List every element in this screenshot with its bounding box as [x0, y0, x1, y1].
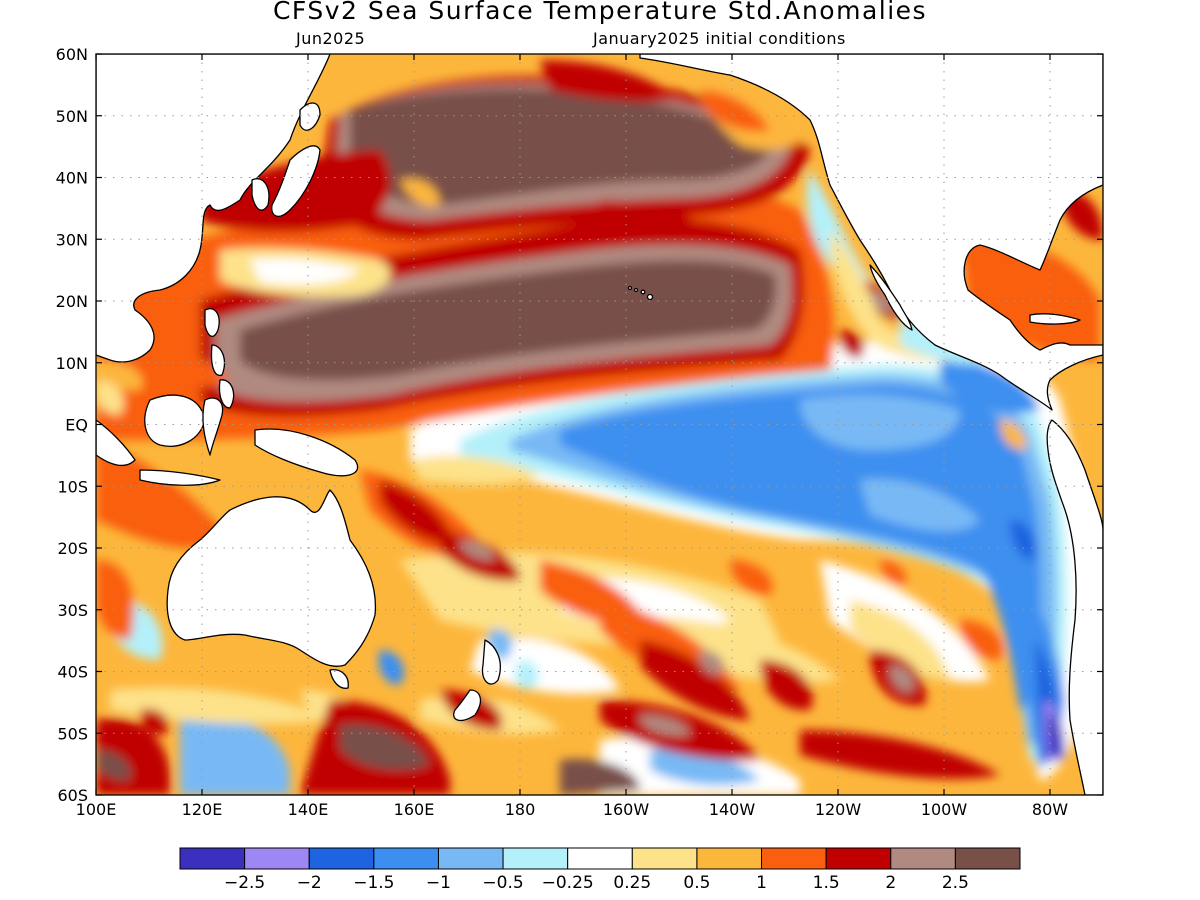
colorbar-label: −0.25	[542, 873, 594, 893]
colorbar-swatch	[308, 847, 375, 870]
colorbar-swatch	[825, 847, 892, 870]
lat-tick-label: 40N	[56, 169, 88, 188]
lat-tick-label: 40S	[57, 663, 88, 682]
colorbar-label: 0.25	[613, 873, 651, 893]
lon-tick-label: 180	[505, 800, 536, 819]
colorbar-swatch	[761, 847, 827, 870]
lon-tick-label: 120W	[815, 800, 862, 819]
colorbar-swatch	[567, 847, 633, 870]
colorbar-label: 0.5	[683, 873, 710, 893]
lat-tick-label: 30S	[57, 601, 88, 620]
lat-tick-label: 10S	[57, 477, 88, 496]
colorbar-swatch	[437, 847, 504, 870]
colorbar-label: −2.5	[224, 873, 265, 893]
colorbar-swatch	[244, 847, 310, 870]
lat-tick-label: 30N	[56, 230, 88, 249]
lat-tick-label: 50S	[57, 724, 88, 743]
lat-tick-label: 60N	[56, 45, 88, 64]
colorbar-label: −1.5	[353, 873, 394, 893]
lat-tick-label: 60S	[57, 786, 88, 805]
colorbar-swatch	[631, 847, 698, 870]
lat-tick-label: EQ	[65, 416, 88, 435]
anomaly-field	[96, 54, 1103, 795]
lat-tick-label: 10N	[56, 354, 88, 373]
lat-tick-label: 50N	[56, 107, 88, 126]
colorbar-label: 2	[885, 873, 896, 893]
colorbar-swatch	[954, 847, 1021, 870]
map-axes: 60N50N40N30N20N10NEQ10S20S30S40S50S60S10…	[56, 45, 1103, 819]
lon-tick-label: 80W	[1032, 800, 1068, 819]
lon-tick-label: 140E	[288, 800, 329, 819]
lat-tick-label: 20N	[56, 292, 88, 311]
lon-tick-label: 100E	[76, 800, 117, 819]
colorbar-swatch	[373, 847, 439, 870]
init-conditions-label: January2025 initial conditions	[593, 29, 846, 48]
valid-month-label: Jun2025	[296, 29, 366, 48]
lon-tick-label: 120E	[182, 800, 223, 819]
colorbar-swatch	[179, 847, 246, 870]
colorbar-label: −2	[297, 873, 322, 893]
colorbar-swatch	[890, 847, 956, 870]
lon-tick-label: 160W	[603, 800, 650, 819]
lon-tick-label: 140W	[709, 800, 756, 819]
lon-tick-label: 160E	[394, 800, 435, 819]
colorbar-swatch	[696, 847, 763, 870]
colorbar-label: 1.5	[813, 873, 840, 893]
lat-tick-label: 20S	[57, 539, 88, 558]
colorbar-swatch	[502, 847, 569, 870]
land-masses	[96, 54, 1103, 795]
colorbar-label: −1	[426, 873, 451, 893]
chart-title: CFSv2 Sea Surface Temperature Std.Anomal…	[272, 0, 928, 25]
colorbar-label: 2.5	[942, 873, 969, 893]
colorbar: −2.5 −2 −1.5 −1 −0.5 −0.25 0.25 0.5 1 1.5 2 2.5	[179, 847, 1021, 893]
colorbar-label: 1	[756, 873, 767, 893]
colorbar-label: −0.5	[482, 873, 523, 893]
lon-tick-label: 100W	[921, 800, 968, 819]
